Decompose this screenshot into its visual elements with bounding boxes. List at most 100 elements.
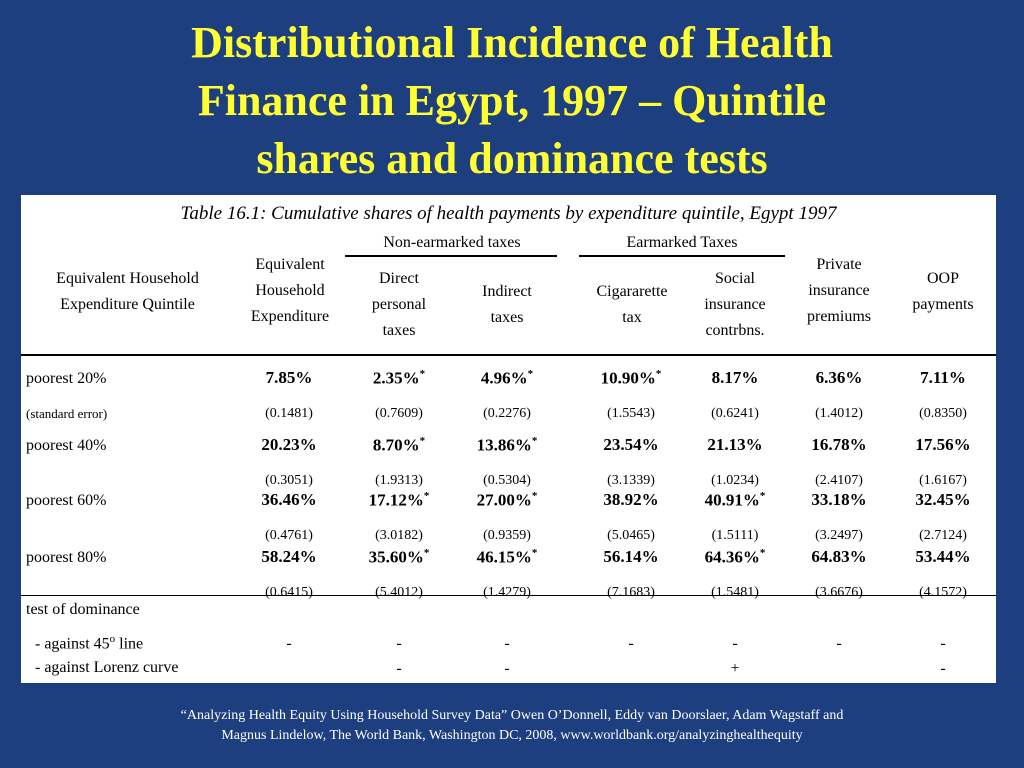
standard-error-cell: (1.4012) [815, 406, 863, 421]
source-citation: “Analyzing Health Equity Using Household… [0, 706, 1024, 746]
dominance-result: - [628, 635, 634, 652]
dominance-lorenz-label: - against Lorenz curve [35, 659, 179, 676]
standard-error-cell: (3.0182) [375, 528, 423, 543]
value-cell: 32.45% [915, 490, 971, 509]
value-cell: 6.36% [815, 368, 863, 387]
standard-error-cell: (1.5111) [711, 528, 759, 543]
dominance-result: - [836, 635, 842, 652]
standard-error-cell: (0.2276) [483, 406, 531, 421]
group-rule-non-earmarked [345, 255, 557, 257]
col-header-expenditure: Equivalent Household Expenditure [250, 256, 330, 325]
value-cell: 17.56% [915, 435, 971, 454]
dominance-rule [21, 595, 996, 596]
value-cell: 13.86%* [476, 435, 538, 455]
significance-star: * [419, 368, 426, 380]
standard-error-cell: (0.6415) [265, 585, 313, 600]
dominance-result: - [940, 660, 946, 677]
standard-error-cell: (2.7124) [919, 528, 967, 543]
col-header-indirect-taxes: Indirect taxes [482, 283, 532, 326]
value-cell: 21.13% [707, 435, 763, 454]
col-header-private-insurance: Private insurance premiums [807, 256, 871, 325]
standard-error-cell: (0.7609) [375, 406, 423, 421]
col-header-social-insurance: Social insurance contrbns. [704, 270, 766, 339]
value-cell: 17.12%* [368, 490, 430, 510]
standard-error-cell: (1.6167) [919, 473, 967, 488]
value-cell: 2.35%* [372, 368, 426, 388]
standard-error-cell: (1.5481) [711, 585, 759, 600]
value-cell: 7.85% [265, 368, 313, 387]
row-label: poorest 40% [26, 437, 107, 454]
standard-error-cell: (4.1572) [919, 585, 967, 600]
value-cell: 10.90%* [600, 368, 662, 388]
dominance-result: - [396, 660, 402, 677]
value-cell: 56.14% [603, 547, 659, 566]
dominance-result: + [730, 660, 740, 677]
value-cell: 8.17% [711, 368, 759, 387]
value-cell: 40.91%* [704, 490, 766, 510]
standard-error-cell: (3.2497) [815, 528, 863, 543]
value-cell: 16.78% [811, 435, 867, 454]
value-cell: 64.83% [811, 547, 867, 566]
group-rule-earmarked [579, 255, 785, 257]
standard-error-cell: (2.4107) [815, 473, 863, 488]
value-cell: 35.60%* [368, 547, 430, 567]
value-cell: 8.70%* [372, 435, 426, 455]
value-cell: 36.46% [261, 490, 317, 509]
significance-star: * [655, 368, 662, 380]
standard-error-cell: (5.0465) [607, 528, 655, 543]
title-line-2: Finance in Egypt, 1997 – Quintile [197, 76, 827, 125]
value-cell: 7.11% [920, 368, 966, 387]
standard-error-cell: (5.4012) [375, 585, 423, 600]
value-cell: 23.54% [603, 435, 659, 454]
standard-error-cell: (1.5543) [607, 406, 655, 421]
significance-star: * [419, 435, 426, 447]
value-cell: 27.00%* [476, 490, 538, 510]
dominance-result: - [732, 635, 738, 652]
row-label: poorest 60% [26, 492, 107, 509]
significance-star: * [531, 547, 538, 559]
value-cell: 46.15%* [476, 547, 538, 567]
value-cell: 64.36%* [704, 547, 766, 567]
data-table: Table 16.1: Cumulative shares of health … [21, 195, 996, 683]
significance-star: * [531, 435, 538, 447]
standard-error-cell: (0.4761) [265, 528, 313, 543]
standard-error-cell: (7.1683) [607, 585, 655, 600]
col-header-cigarette-tax: Cigararette tax [596, 283, 668, 326]
col-header-direct-taxes: Direct personal taxes [371, 270, 427, 339]
significance-star: * [759, 490, 766, 502]
header-rule [21, 354, 996, 356]
significance-star: * [527, 368, 534, 380]
standard-error-cell: (0.6241) [711, 406, 759, 421]
table-caption: Table 16.1: Cumulative shares of health … [180, 203, 837, 224]
standard-error-cell: (0.5304) [483, 473, 531, 488]
standard-error-cell: (0.3051) [265, 473, 313, 488]
source-line-2: Magnus Lindelow, The World Bank, Washing… [221, 728, 803, 743]
dominance-result: - [940, 635, 946, 652]
dominance-result: - [504, 635, 510, 652]
standard-error-cell: (3.1339) [607, 473, 655, 488]
standard-error-cell: (1.9313) [375, 473, 423, 488]
significance-star: * [759, 547, 766, 559]
value-cell: 4.96%* [480, 368, 534, 388]
standard-error-cell: (3.6676) [815, 585, 863, 600]
value-cell: 58.24% [261, 547, 317, 566]
value-cell: 38.92% [603, 490, 659, 509]
value-cell: 20.23% [261, 435, 317, 454]
value-cell: 53.44% [915, 547, 971, 566]
dominance-heading: test of dominance [26, 601, 140, 618]
row-label: poorest 80% [26, 549, 107, 566]
dominance-result: - [504, 660, 510, 677]
title-line-3: shares and dominance tests [256, 134, 768, 183]
group-header-earmarked: Earmarked Taxes [626, 234, 738, 251]
row-label: poorest 20% [26, 370, 107, 387]
col-header-oop: OOP payments [912, 270, 974, 313]
standard-error-cell: (0.9359) [483, 528, 531, 543]
value-cell: 33.18% [811, 490, 867, 509]
dominance-45-label: - against 45o line [35, 633, 144, 653]
significance-star: * [423, 547, 430, 559]
source-line-1: “Analyzing Health Equity Using Household… [180, 708, 844, 723]
col-header-quintile: Equivalent Household Expenditure Quintile [56, 270, 199, 313]
standard-error-cell: (0.8350) [919, 406, 967, 421]
standard-error-cell: (0.1481) [265, 406, 313, 421]
significance-star: * [531, 490, 538, 502]
